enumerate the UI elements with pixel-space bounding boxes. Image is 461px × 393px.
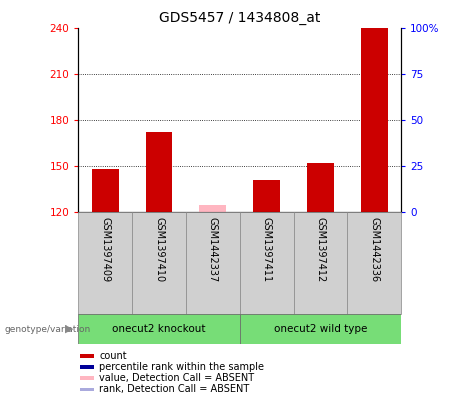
Bar bbox=[78, 212, 132, 314]
Text: genotype/variation: genotype/variation bbox=[5, 325, 91, 334]
Bar bbox=[186, 212, 240, 314]
Bar bbox=[199, 204, 226, 212]
Text: count: count bbox=[100, 351, 127, 361]
Text: ▶: ▶ bbox=[65, 324, 74, 334]
Bar bbox=[294, 212, 347, 314]
Text: GSM1397409: GSM1397409 bbox=[100, 217, 110, 283]
Bar bbox=[80, 365, 94, 369]
Bar bbox=[240, 314, 401, 344]
Text: percentile rank within the sample: percentile rank within the sample bbox=[100, 362, 265, 372]
Bar bbox=[347, 212, 401, 314]
Bar bbox=[146, 132, 172, 212]
Bar bbox=[80, 376, 94, 380]
Bar bbox=[253, 180, 280, 212]
Text: GSM1397410: GSM1397410 bbox=[154, 217, 164, 283]
Text: value, Detection Call = ABSENT: value, Detection Call = ABSENT bbox=[100, 373, 254, 383]
Text: GSM1397412: GSM1397412 bbox=[315, 217, 325, 283]
Text: onecut2 wild type: onecut2 wild type bbox=[274, 324, 367, 334]
Text: GSM1442336: GSM1442336 bbox=[369, 217, 379, 283]
Text: rank, Detection Call = ABSENT: rank, Detection Call = ABSENT bbox=[100, 384, 250, 393]
Bar bbox=[92, 169, 118, 212]
Bar bbox=[78, 314, 240, 344]
Text: GSM1442337: GSM1442337 bbox=[208, 217, 218, 283]
Bar bbox=[80, 354, 94, 358]
Bar bbox=[361, 28, 388, 212]
Bar bbox=[307, 163, 334, 212]
Text: onecut2 knockout: onecut2 knockout bbox=[112, 324, 206, 334]
Title: GDS5457 / 1434808_at: GDS5457 / 1434808_at bbox=[159, 11, 320, 25]
Bar bbox=[80, 387, 94, 391]
Bar bbox=[132, 212, 186, 314]
Text: GSM1397411: GSM1397411 bbox=[261, 217, 272, 283]
Bar bbox=[240, 212, 294, 314]
